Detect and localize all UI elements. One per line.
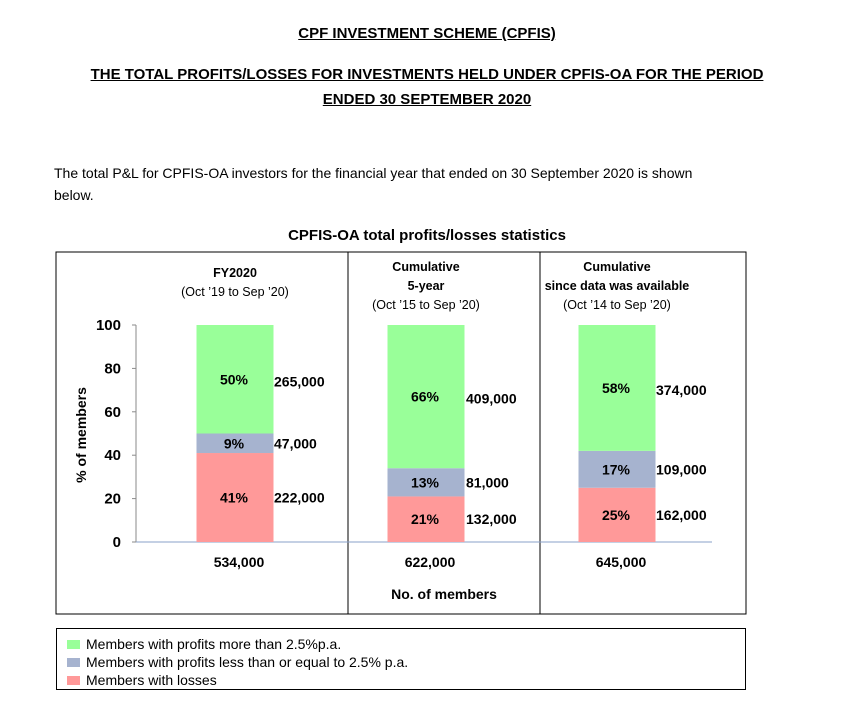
data-label-count-high-profit-2: 409,000 — [466, 391, 517, 407]
data-label-count-low-profit-1: 47,000 — [274, 435, 317, 451]
x-axis-label: No. of members — [391, 586, 497, 602]
category-total-members-3: 645,000 — [596, 554, 647, 570]
bar-high-profit-2 — [387, 325, 465, 469]
y-tick-label-60: 60 — [104, 404, 121, 421]
category-header-2-line-3: (Oct ’15 to Sep ’20) — [372, 298, 480, 312]
data-label-pct-losses-2: 21% — [411, 511, 440, 527]
data-label-pct-losses-3: 25% — [602, 507, 631, 523]
page-subtitle-line-1: THE TOTAL PROFITS/LOSSES FOR INVESTMENTS… — [90, 66, 764, 83]
category-header-3-line-2: since data was available — [545, 279, 690, 293]
data-label-pct-high-profit-1: 50% — [220, 371, 249, 387]
y-axis-label: % of members — [73, 387, 89, 483]
bar-losses-3 — [578, 487, 656, 542]
category-header-2-line-1: Cumulative — [392, 260, 459, 274]
bar-high-profit-3 — [578, 325, 656, 451]
intro-line-1: The total P&L for CPFIS-OA investors for… — [54, 165, 693, 181]
chart-legend: Members with profits more than 2.5%p.a. … — [56, 628, 746, 690]
category-total-members-2: 622,000 — [405, 554, 456, 570]
page-subtitle-line-2: ENDED 30 SEPTEMBER 2020 — [322, 91, 532, 108]
stacked-bar-chart: 0 20 40 60 80 100 % of members No. of members FY… — [55, 251, 747, 615]
category-header-2-line-2: 5-year — [408, 279, 445, 293]
bar-low-profit-2 — [387, 468, 465, 497]
data-label-count-high-profit-1: 265,000 — [274, 373, 325, 389]
legend-item-low-profit: Members with profits less than or equal … — [67, 653, 745, 671]
data-label-count-losses-3: 162,000 — [656, 507, 707, 523]
y-tick-label-100: 100 — [96, 317, 121, 334]
bar-low-profit-1 — [196, 433, 274, 454]
data-label-pct-high-profit-2: 66% — [411, 389, 440, 405]
data-label-pct-losses-1: 41% — [220, 490, 249, 506]
legend-item-high-profit: Members with profits more than 2.5%p.a. — [67, 635, 745, 653]
legend-label-low-profit: Members with profits less than or equal … — [86, 654, 409, 670]
page-title: CPF INVESTMENT SCHEME (CPFIS) — [298, 25, 556, 42]
data-label-count-losses-1: 222,000 — [274, 490, 325, 506]
category-total-members-1: 534,000 — [214, 554, 265, 570]
category-header-1-line-1: FY2020 — [213, 266, 257, 280]
chart-frame — [55, 251, 747, 615]
legend-label-high-profit: Members with profits more than 2.5%p.a. — [86, 636, 342, 652]
intro-line-2: below. — [54, 187, 94, 203]
intro-paragraph: The total P&L for CPFIS-OA investors for… — [54, 162, 794, 206]
legend-label-losses: Members with losses — [86, 672, 217, 688]
category-header-3-line-3: (Oct ’14 to Sep ’20) — [563, 298, 671, 312]
bar-losses-1 — [196, 453, 274, 542]
y-tick-label-20: 20 — [104, 491, 121, 508]
category-header-1-line-2: (Oct ’19 to Sep ’20) — [181, 285, 289, 299]
data-label-count-high-profit-3: 374,000 — [656, 382, 707, 398]
chart-title: CPFIS-OA total profits/losses statistics — [288, 227, 566, 244]
category-header-3-line-1: Cumulative — [583, 260, 650, 274]
legend-swatch-losses — [67, 675, 80, 685]
y-tick-label-80: 80 — [104, 360, 121, 377]
legend-swatch-high-profit — [67, 639, 80, 649]
data-label-count-low-profit-2: 81,000 — [466, 474, 509, 490]
data-label-count-low-profit-3: 109,000 — [656, 461, 707, 477]
y-tick-label-40: 40 — [104, 447, 121, 464]
data-label-pct-low-profit-1: 9% — [224, 435, 245, 451]
bar-high-profit-1 — [196, 325, 274, 434]
data-label-pct-low-profit-2: 13% — [411, 474, 440, 490]
y-tick-label-0: 0 — [113, 534, 121, 551]
legend-swatch-low-profit — [67, 657, 80, 667]
data-label-pct-low-profit-3: 17% — [602, 461, 631, 477]
data-label-count-losses-2: 132,000 — [466, 511, 517, 527]
data-label-pct-high-profit-3: 58% — [602, 380, 631, 396]
bar-low-profit-3 — [578, 450, 656, 488]
bar-losses-2 — [387, 496, 465, 542]
legend-item-losses: Members with losses — [67, 671, 745, 689]
